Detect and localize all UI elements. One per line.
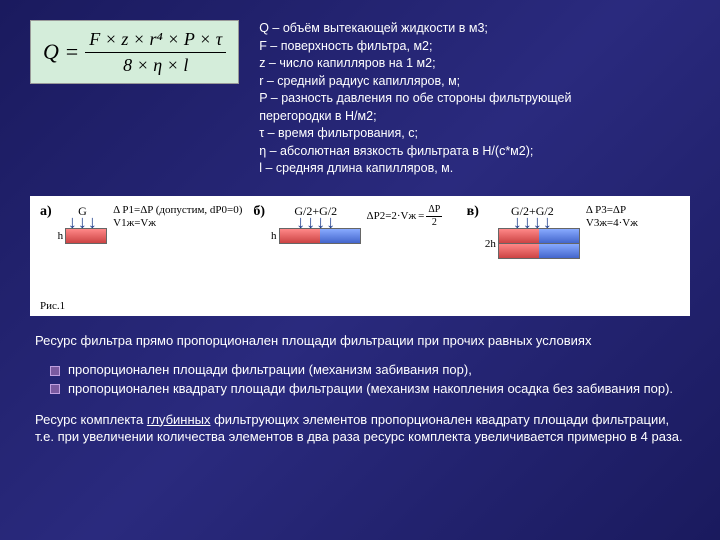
- diagram-part-c: в) G/2+G/2 ↓↓↓↓ 2h Δ P3=ΔP V3ж=4·Vж: [467, 204, 680, 260]
- formula-numerator: F × z × r⁴ × P × τ: [85, 29, 226, 53]
- def-line: τ – время фильтрования, с;: [259, 125, 571, 143]
- ann-frac-num: ΔP: [426, 204, 442, 218]
- def-line: Q – объём вытекающей жидкости в м3;: [259, 20, 571, 38]
- ann-line: Δ P3=ΔP: [586, 204, 638, 218]
- h-label: 2h: [485, 238, 496, 250]
- formula-lhs: Q =: [43, 39, 79, 65]
- ann-frac-den: 2: [432, 217, 437, 230]
- part-label-a: а): [40, 204, 52, 220]
- formula-denominator: 8 × η × l: [119, 53, 192, 76]
- definitions-list: Q – объём вытекающей жидкости в м3; F – …: [259, 20, 571, 178]
- h-label: h: [271, 230, 277, 242]
- bullet-text: пропорционален площади фильтрации (механ…: [68, 362, 472, 377]
- def-line: P – разность давления по обе стороны фил…: [259, 90, 571, 108]
- diagram-part-a: а) G ↓↓↓ h Δ P1=ΔP (допустим, dP0=0) V1ж…: [40, 204, 253, 245]
- bullet-list: пропорционален площади фильтрации (механ…: [0, 357, 720, 403]
- filter-a: G ↓↓↓ h: [58, 204, 108, 245]
- paragraph-1: Ресурс фильтра прямо пропорционален площ…: [0, 324, 720, 358]
- ann-line: ΔP2=2·Vж: [367, 210, 417, 224]
- def-line: l – средняя длина капилляров, м.: [259, 160, 571, 178]
- formula-fraction: F × z × r⁴ × P × τ 8 × η × l: [85, 29, 226, 76]
- bullet-text: пропорционален квадрату площади фильтрац…: [68, 381, 673, 396]
- bullet-2: пропорционален квадрату площади фильтрац…: [50, 380, 685, 399]
- def-line: перегородки в Н/м2;: [259, 108, 571, 126]
- ann-eq: =: [418, 210, 424, 224]
- figure-label: Рис.1: [40, 300, 65, 312]
- ann-line: Δ P1=ΔP (допустим, dP0=0): [113, 204, 242, 218]
- p2-underline: глубинных: [147, 412, 211, 427]
- ann-line: V3ж=4·Vж: [586, 217, 638, 231]
- p2-part: Ресурс комплекта: [35, 412, 147, 427]
- bullet-1: пропорционален площади фильтрации (механ…: [50, 361, 685, 380]
- annotation-b: ΔP2=2·Vж = ΔP 2: [367, 204, 443, 230]
- def-line: F – поверхность фильтра, м2;: [259, 38, 571, 56]
- diagram-figure: а) G ↓↓↓ h Δ P1=ΔP (допустим, dP0=0) V1ж…: [30, 196, 690, 316]
- h-label: h: [58, 230, 64, 242]
- def-line: z – число капилляров на 1 м2;: [259, 55, 571, 73]
- part-label-c: в): [467, 204, 479, 220]
- annotation-a: Δ P1=ΔP (допустим, dP0=0) V1ж=Vж: [113, 204, 242, 232]
- filter-c: G/2+G/2 ↓↓↓↓ 2h: [485, 204, 580, 260]
- filter-b: G/2+G/2 ↓↓↓↓ h: [271, 204, 361, 245]
- ann-line: V1ж=Vж: [113, 217, 242, 231]
- def-line: r – средний радиус капилляров, м;: [259, 73, 571, 91]
- part-label-b: б): [253, 204, 265, 220]
- def-line: η – абсолютная вязкость фильтрата в Н/(с…: [259, 143, 571, 161]
- diagram-part-b: б) G/2+G/2 ↓↓↓↓ h ΔP2=2·Vж = ΔP 2: [253, 204, 466, 245]
- formula-box: Q = F × z × r⁴ × P × τ 8 × η × l: [30, 20, 239, 84]
- annotation-c: Δ P3=ΔP V3ж=4·Vж: [586, 204, 638, 232]
- paragraph-2: Ресурс комплекта глубинных фильтрующих э…: [0, 403, 720, 454]
